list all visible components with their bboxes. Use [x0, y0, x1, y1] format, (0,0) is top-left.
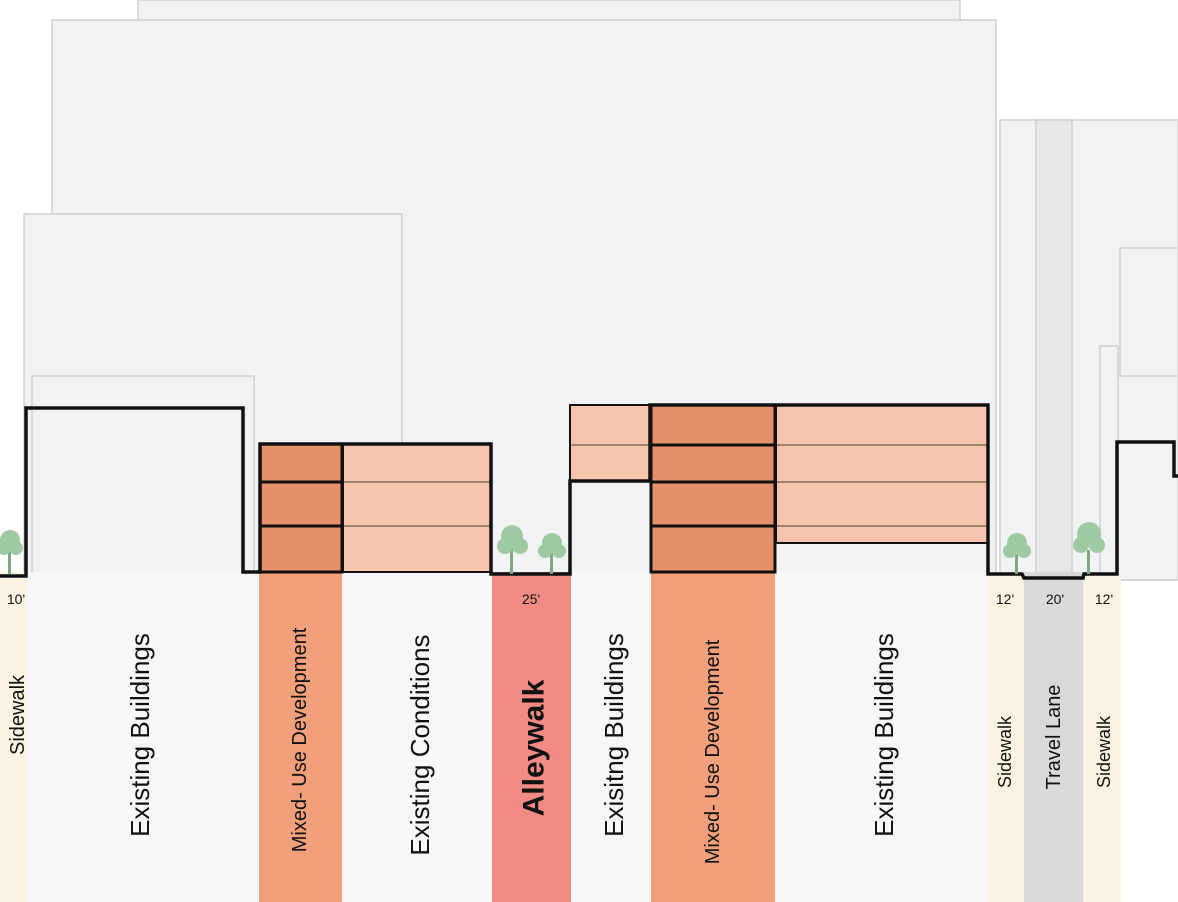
zone-dimension: 12': [996, 591, 1014, 607]
mixed-use-mass-2: [649, 403, 777, 574]
bg-street-shadow: [1035, 119, 1073, 581]
floor-block: [649, 480, 777, 528]
tree-icon: [1073, 522, 1105, 574]
bg-building-top: [137, 0, 961, 23]
massing-existing-conditions: [342, 443, 492, 573]
background-buildings: [23, 0, 1178, 581]
zone-strip: [1083, 572, 1121, 902]
mixed-use-mass-1: [258, 442, 344, 574]
zone-label: Existing Buildings: [125, 633, 155, 837]
zone-label: Alleywalk: [518, 679, 551, 816]
zone-label: Sidewalk: [1094, 715, 1114, 788]
zone-dimension: 20': [1046, 591, 1064, 607]
zone-label: Travel Lane: [1043, 685, 1065, 790]
bg-building-small: [31, 375, 255, 581]
zone-labels: Sidewalk 10' Existing Buildings Mixed- Use …: [7, 591, 1114, 864]
zone-dimension: 10': [7, 591, 25, 607]
zone-strip: [492, 572, 571, 902]
zone-strip: [1024, 572, 1083, 902]
floor-block: [258, 524, 344, 574]
zone-strip: [27, 572, 259, 902]
massing-existing-buildings-right: [775, 404, 989, 544]
zone-dimension: 12': [1095, 591, 1113, 607]
bg-building-far-right-low: [1115, 375, 1178, 581]
zone-strip: [342, 572, 492, 902]
zone-label: Mixed- Use Development: [702, 639, 724, 864]
floor-block: [258, 442, 344, 484]
floor-block: [649, 443, 777, 484]
zone-strip: [0, 572, 27, 902]
section-profile-line: [0, 403, 1178, 580]
street-trees: [0, 522, 1105, 574]
zone-strip: [775, 572, 988, 902]
zone-dimension: 25': [522, 591, 540, 607]
zone-strip: [571, 572, 651, 902]
floor-block: [258, 480, 344, 528]
zone-label: Exisitng Buildings: [599, 633, 629, 837]
zone-strip: [259, 572, 342, 902]
tree-icon: [497, 525, 528, 574]
zone-strip: [988, 572, 1024, 902]
zone-label: Existing Conditions: [405, 634, 435, 855]
zone-label: Mixed- Use Development: [289, 627, 311, 852]
tree-icon: [538, 533, 566, 574]
zone-label: Sidewalk: [7, 674, 29, 755]
zone-label: Existing Buildings: [869, 633, 899, 837]
massing-blocks: [258, 403, 989, 574]
massing-upper-addition: [569, 404, 651, 482]
zone-strip: [651, 572, 775, 902]
zone-label: Sidewalk: [995, 715, 1015, 788]
zone-strips: [0, 572, 1121, 902]
floor-block: [649, 403, 777, 447]
floor-block: [649, 524, 777, 574]
tree-icon: [0, 530, 23, 574]
tree-icon: [1003, 533, 1031, 574]
